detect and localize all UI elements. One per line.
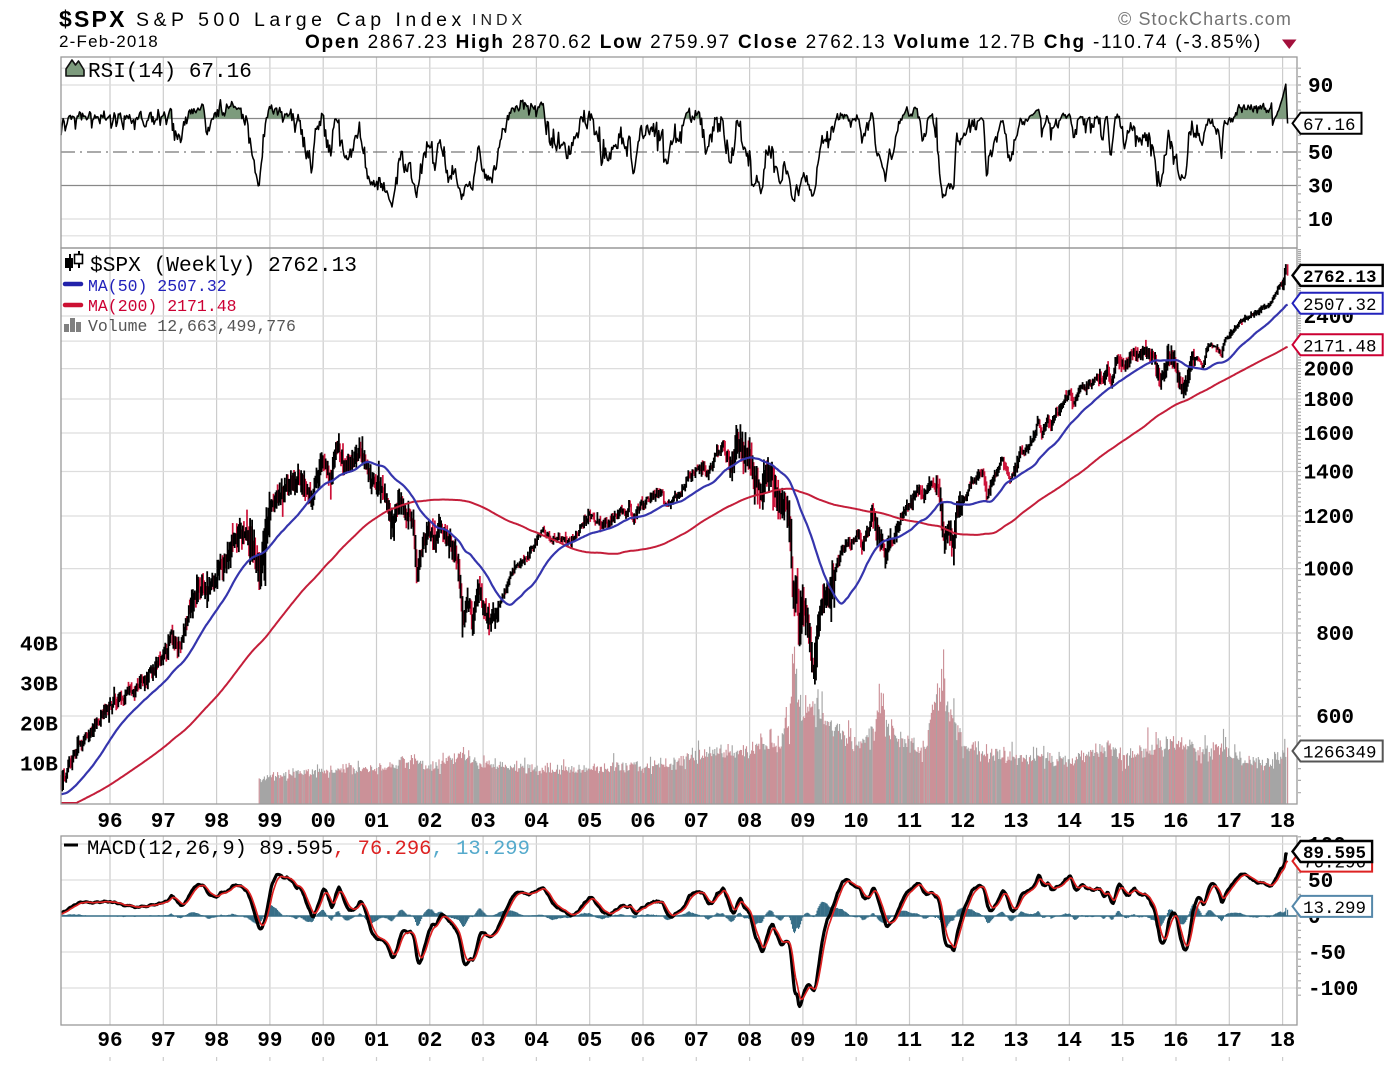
svg-text:2507.32: 2507.32 <box>1303 296 1377 316</box>
svg-text:04: 04 <box>524 811 549 834</box>
svg-text:RSI(14) 67.16: RSI(14) 67.16 <box>88 61 252 84</box>
svg-text:12: 12 <box>950 1030 975 1053</box>
svg-text:1266349: 1266349 <box>1303 744 1377 764</box>
svg-text:MA(50) 2507.32: MA(50) 2507.32 <box>88 277 227 296</box>
svg-text:11: 11 <box>897 811 922 834</box>
svg-text:01: 01 <box>364 811 389 834</box>
svg-text:18: 18 <box>1270 811 1295 834</box>
svg-text:08: 08 <box>737 1030 762 1053</box>
svg-text:13: 13 <box>1003 811 1028 834</box>
svg-text:17: 17 <box>1217 811 1242 834</box>
svg-text:96: 96 <box>97 811 122 834</box>
svg-text:1400: 1400 <box>1304 463 1354 486</box>
svg-text:1200: 1200 <box>1304 507 1354 530</box>
svg-text:10: 10 <box>844 811 869 834</box>
svg-text:17: 17 <box>1217 1030 1242 1053</box>
svg-text:01: 01 <box>364 1030 389 1053</box>
svg-text:12: 12 <box>950 811 975 834</box>
svg-text:2000: 2000 <box>1304 360 1354 383</box>
svg-text:08: 08 <box>737 811 762 834</box>
svg-text:1800: 1800 <box>1304 390 1354 413</box>
svg-text:13.299: 13.299 <box>1303 899 1366 919</box>
svg-text:97: 97 <box>151 811 176 834</box>
svg-text:50: 50 <box>1308 871 1333 894</box>
svg-text:00: 00 <box>311 811 336 834</box>
svg-text:2-Feb-2018: 2-Feb-2018 <box>59 32 159 51</box>
svg-text:MACD(12,26,9) 89.595, 76.296,: MACD(12,26,9) 89.595, 76.296, 13.299 <box>87 838 530 861</box>
svg-text:INDX: INDX <box>472 12 526 29</box>
svg-text:40B: 40B <box>20 635 58 658</box>
svg-text:03: 03 <box>470 811 495 834</box>
svg-text:16: 16 <box>1163 1030 1188 1053</box>
svg-text:15: 15 <box>1110 1030 1135 1053</box>
svg-text:10: 10 <box>1308 210 1333 233</box>
svg-text:S&P 500 Large Cap Index: S&P 500 Large Cap Index <box>136 9 466 31</box>
svg-text:00: 00 <box>311 1030 336 1053</box>
svg-text:99: 99 <box>257 811 282 834</box>
svg-text:10B: 10B <box>20 755 58 778</box>
svg-text:90: 90 <box>1308 76 1333 99</box>
svg-text:30B: 30B <box>20 675 58 698</box>
svg-text:99: 99 <box>257 1030 282 1053</box>
svg-text:98: 98 <box>204 1030 229 1053</box>
svg-text:16: 16 <box>1163 811 1188 834</box>
svg-text:07: 07 <box>684 811 709 834</box>
svg-text:18: 18 <box>1270 1030 1295 1053</box>
svg-text:600: 600 <box>1316 707 1354 730</box>
svg-text:05: 05 <box>577 1030 602 1053</box>
svg-text:Open 2867.23 High 2870.62 Low: Open 2867.23 High 2870.62 Low 2759.97 Cl… <box>305 32 1262 53</box>
svg-text:20B: 20B <box>20 715 58 738</box>
svg-text:05: 05 <box>577 811 602 834</box>
svg-text:10: 10 <box>844 1030 869 1053</box>
svg-text:2762.13: 2762.13 <box>1303 268 1377 288</box>
svg-text:2171.48: 2171.48 <box>1303 337 1377 357</box>
svg-text:1000: 1000 <box>1304 560 1354 583</box>
svg-text:02: 02 <box>417 1030 442 1053</box>
svg-text:06: 06 <box>630 811 655 834</box>
svg-text:© StockCharts.com: © StockCharts.com <box>1118 9 1292 29</box>
svg-text:1600: 1600 <box>1304 424 1354 447</box>
svg-text:800: 800 <box>1316 624 1354 647</box>
svg-text:98: 98 <box>204 811 229 834</box>
svg-text:$SPX (Weekly) 2762.13: $SPX (Weekly) 2762.13 <box>90 254 357 278</box>
svg-text:Volume 12,663,499,776: Volume 12,663,499,776 <box>88 317 296 336</box>
svg-text:97: 97 <box>151 1030 176 1053</box>
svg-text:15: 15 <box>1110 811 1135 834</box>
svg-text:67.16: 67.16 <box>1303 116 1356 136</box>
svg-text:50: 50 <box>1308 143 1333 166</box>
svg-text:14: 14 <box>1057 811 1082 834</box>
svg-text:14: 14 <box>1057 1030 1082 1053</box>
svg-text:09: 09 <box>790 811 815 834</box>
svg-text:07: 07 <box>684 1030 709 1053</box>
svg-text:-100: -100 <box>1308 979 1358 1002</box>
svg-text:11: 11 <box>897 1030 922 1053</box>
svg-text:30: 30 <box>1308 177 1333 200</box>
svg-text:13: 13 <box>1003 1030 1028 1053</box>
svg-text:$SPX: $SPX <box>59 6 127 32</box>
svg-text:09: 09 <box>790 1030 815 1053</box>
svg-text:-50: -50 <box>1308 943 1346 966</box>
svg-text:02: 02 <box>417 811 442 834</box>
svg-text:06: 06 <box>630 1030 655 1053</box>
svg-text:03: 03 <box>470 1030 495 1053</box>
svg-text:04: 04 <box>524 1030 549 1053</box>
svg-text:MA(200) 2171.48: MA(200) 2171.48 <box>88 297 237 316</box>
svg-text:96: 96 <box>97 1030 122 1053</box>
svg-text:89.595: 89.595 <box>1303 844 1366 864</box>
